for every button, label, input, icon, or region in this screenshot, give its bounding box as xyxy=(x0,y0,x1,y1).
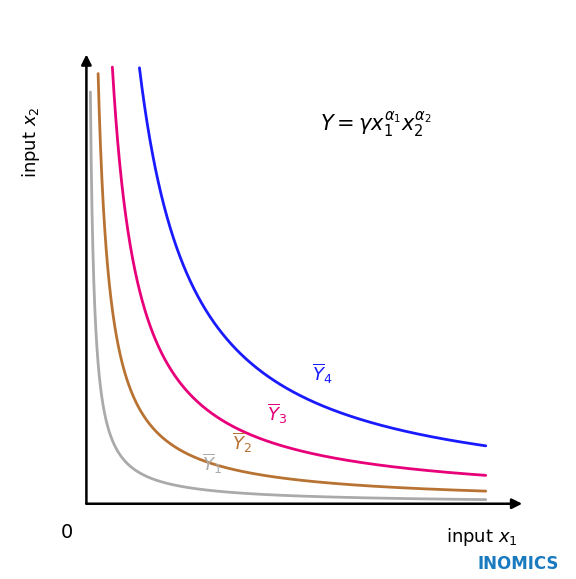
Text: $\overline{Y}_4$: $\overline{Y}_4$ xyxy=(312,361,332,386)
Text: $\overline{Y}_1$: $\overline{Y}_1$ xyxy=(202,452,222,476)
Text: $Y = \gamma x_1^{\alpha_1} x_2^{\alpha_2}$: $Y = \gamma x_1^{\alpha_1} x_2^{\alpha_2… xyxy=(320,109,431,139)
Text: INOMICS: INOMICS xyxy=(478,555,559,573)
Text: input $x_2$: input $x_2$ xyxy=(21,107,43,178)
Text: 0: 0 xyxy=(60,522,73,541)
Text: $\overline{Y}_2$: $\overline{Y}_2$ xyxy=(232,430,252,455)
Text: $\overline{Y}_3$: $\overline{Y}_3$ xyxy=(267,402,287,426)
Text: input $x_1$: input $x_1$ xyxy=(446,526,518,548)
